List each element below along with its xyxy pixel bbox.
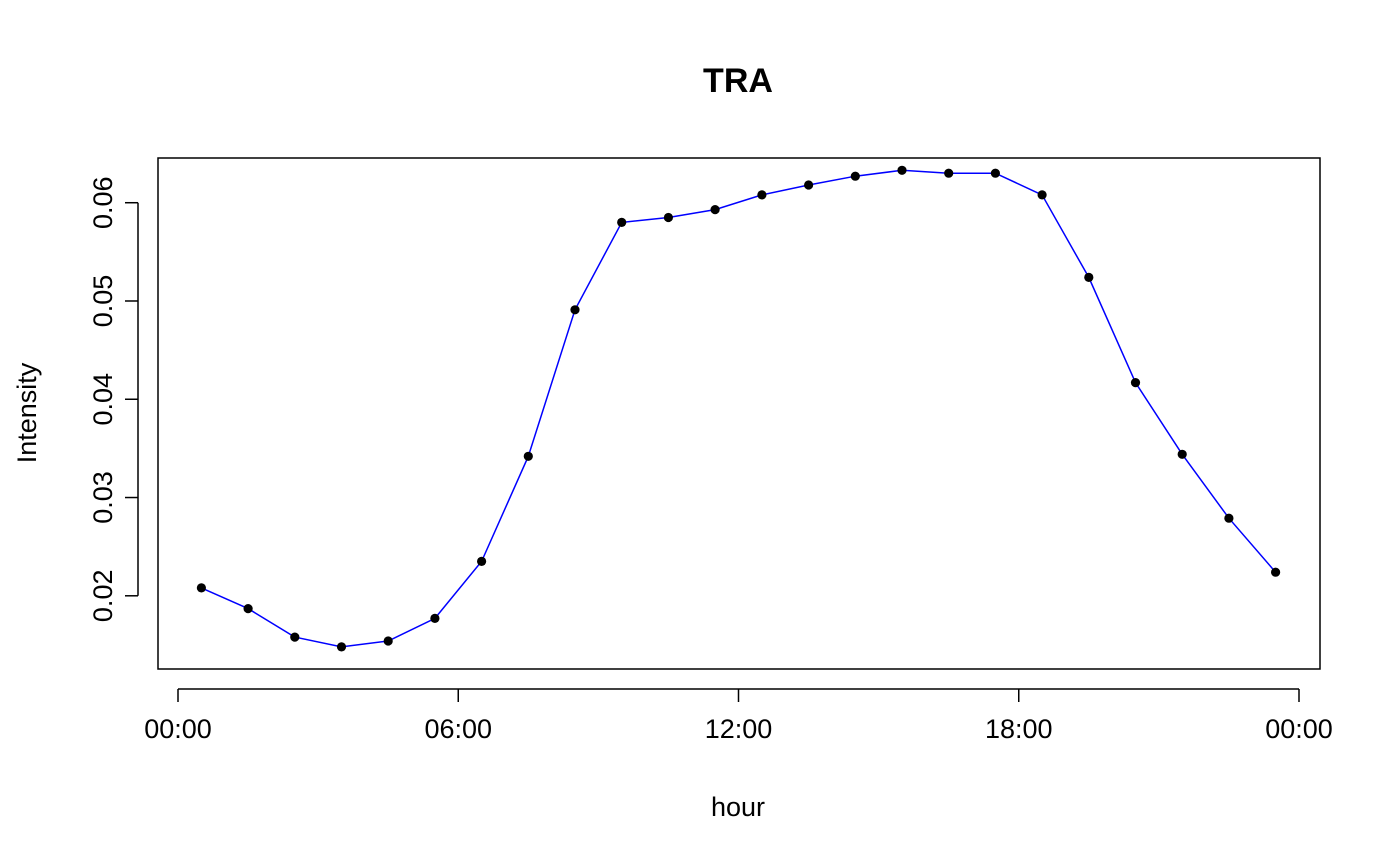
series-line [201, 169, 1277, 648]
data-point [1037, 190, 1047, 200]
data-point [804, 180, 814, 190]
x-axis: 00:00 06:00 12:00 18:00 00:00 [144, 688, 1333, 744]
x-tick-label: 00:00 [144, 714, 212, 744]
plot-frame [157, 157, 1321, 670]
data-point [710, 205, 720, 215]
series-group [196, 165, 1281, 652]
y-axis-label: Intensity [12, 362, 42, 463]
chart-title: TRA [703, 62, 773, 100]
y-tick-label: 0.06 [88, 176, 118, 229]
data-point [383, 636, 393, 646]
data-point [897, 165, 907, 175]
x-tick-label: 06:00 [424, 714, 492, 744]
data-point [1130, 378, 1141, 388]
data-point [944, 168, 954, 178]
y-tick-label: 0.05 [88, 275, 118, 328]
data-point [196, 583, 206, 593]
x-tick-label: 00:00 [1265, 714, 1333, 744]
data-point [850, 171, 860, 181]
data-point [663, 212, 674, 223]
data-point [523, 451, 533, 461]
data-point [570, 305, 580, 315]
data-point [617, 217, 627, 227]
data-point [1224, 513, 1234, 523]
y-axis: 0.02 0.03 0.04 0.05 0.06 [88, 176, 139, 623]
y-tick-label: 0.02 [88, 570, 118, 623]
data-point [430, 613, 440, 624]
data-point [1177, 449, 1187, 459]
data-point [336, 642, 347, 652]
data-point [477, 556, 487, 567]
x-tick-label: 18:00 [985, 714, 1053, 744]
y-tick-label: 0.04 [88, 373, 118, 426]
data-point [1271, 567, 1281, 577]
data-point [243, 604, 253, 614]
y-tick-label: 0.03 [88, 471, 118, 524]
data-point [290, 632, 300, 642]
data-point [757, 190, 767, 200]
data-point [990, 168, 1001, 178]
x-tick-label: 12:00 [705, 714, 773, 744]
data-point [1084, 272, 1094, 282]
x-axis-label: hour [711, 792, 765, 822]
